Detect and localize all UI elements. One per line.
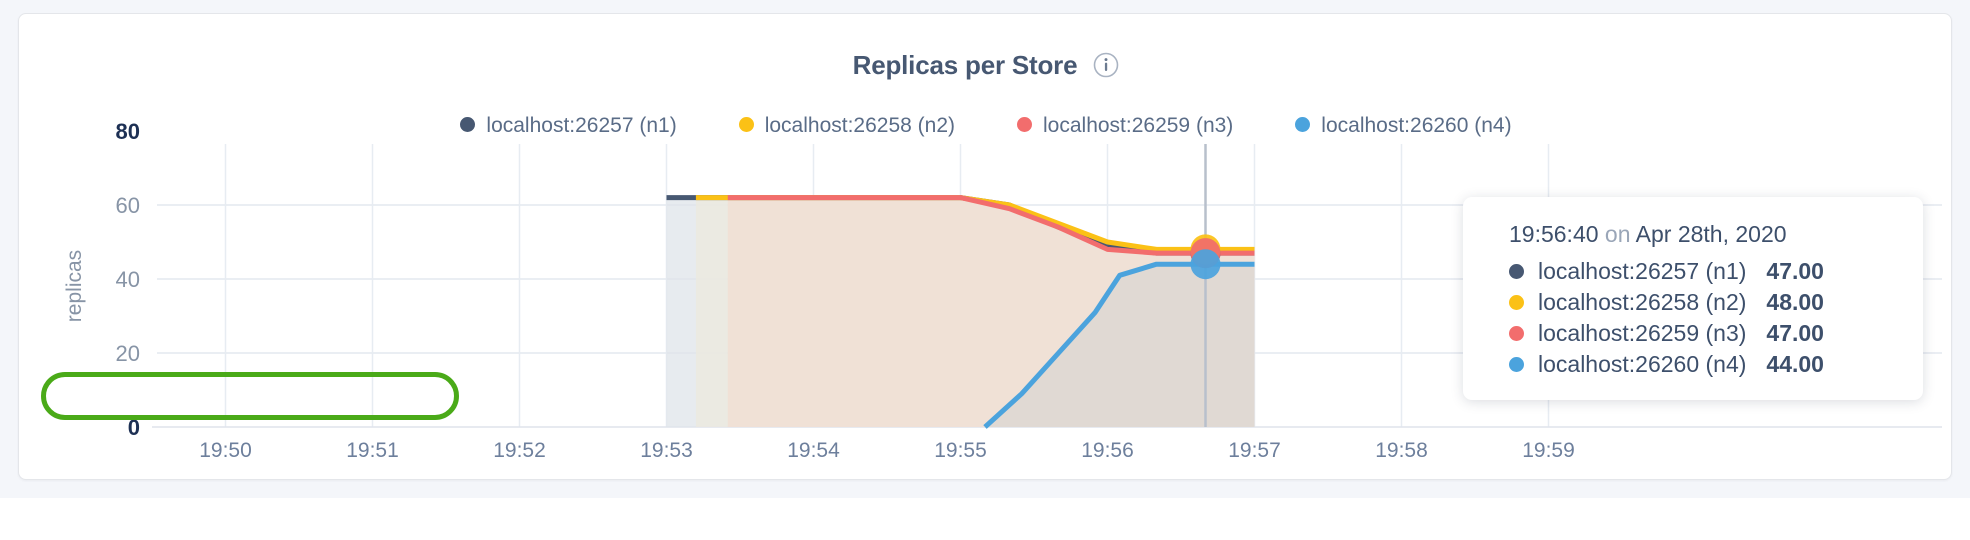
series-line xyxy=(695,195,1255,252)
tooltip-series-label: localhost:26257 (n1) xyxy=(1538,258,1747,284)
tooltip-series-label: localhost:26260 (n4) xyxy=(1538,351,1747,377)
tooltip-series-value: 44.00 xyxy=(1766,351,1824,377)
series-line xyxy=(983,261,1255,429)
legend-item-label: localhost:26260 (n4) xyxy=(1321,114,1512,137)
x-axis-tick-label: 19:54 xyxy=(787,439,840,462)
hover-point-marker[interactable] xyxy=(1190,249,1221,280)
x-axis-tick-label: 19:56 xyxy=(1081,439,1134,462)
tooltip-time-value: 19:56:40 xyxy=(1509,221,1599,247)
chart-hover-markers xyxy=(1190,234,1221,280)
y-axis-tick-label: 60 xyxy=(116,193,140,218)
tooltip-series-value: 48.00 xyxy=(1766,289,1824,315)
chart-legend: localhost:26257 (n1) localhost:26258 (n2)… xyxy=(19,114,1953,138)
series-area xyxy=(727,197,1255,427)
legend-swatch-icon xyxy=(460,117,476,132)
x-axis-tick-label: 19:57 xyxy=(1228,439,1281,462)
hover-tooltip: 19:56:40 on Apr 28th, 2020 localhost:262… xyxy=(1463,197,1923,400)
y-axis-title: replicas xyxy=(63,250,86,322)
y-axis-tick-label: 40 xyxy=(116,267,140,292)
highlight-annotation-ellipse xyxy=(41,372,459,420)
tooltip-row: localhost:26258 (n2) 48.00 xyxy=(1463,287,1923,318)
y-axis-tick-label: 0 xyxy=(128,415,140,440)
legend-item[interactable]: localhost:26259 (n3) xyxy=(1017,114,1233,138)
chart-areas xyxy=(666,197,1255,427)
tooltip-series-value: 47.00 xyxy=(1766,258,1824,284)
legend-swatch-icon xyxy=(1295,117,1311,132)
x-axis-tick-label: 19:51 xyxy=(346,439,399,462)
tooltip-timestamp: 19:56:40 on Apr 28th, 2020 xyxy=(1463,215,1923,256)
tooltip-series-swatch-icon xyxy=(1509,295,1524,310)
chart-lines xyxy=(666,195,1255,429)
series-area xyxy=(985,264,1255,427)
hover-point-marker[interactable] xyxy=(1190,238,1221,269)
series-area xyxy=(695,197,1255,427)
tooltip-series-value: 47.00 xyxy=(1766,320,1824,346)
tooltip-row: localhost:26257 (n1) 47.00 xyxy=(1463,256,1923,287)
tooltip-row: localhost:26259 (n3) 47.00 xyxy=(1463,318,1923,349)
x-axis-tick-label: 19:55 xyxy=(934,439,987,462)
x-axis-labels: 19:50 19:51 19:52 19:53 19:54 19:55 19:56 19:57… xyxy=(199,439,1575,462)
series-area xyxy=(666,197,1255,427)
tooltip-series-swatch-icon xyxy=(1509,326,1524,341)
series-line xyxy=(727,195,1255,256)
hover-point-marker[interactable] xyxy=(1190,234,1221,265)
hover-point-marker[interactable] xyxy=(1190,238,1221,269)
page-title: Replicas per Store xyxy=(852,50,1078,80)
tooltip-series-label: localhost:26259 (n3) xyxy=(1538,320,1747,346)
tooltip-series-label: localhost:26258 (n2) xyxy=(1538,289,1747,315)
legend-item[interactable]: localhost:26257 (n1) xyxy=(460,114,677,138)
tooltip-series-swatch-icon xyxy=(1509,357,1524,372)
y-axis-tick-label: 20 xyxy=(116,341,140,366)
y-axis-title-label: replicas xyxy=(63,250,86,322)
x-axis-tick-label: 19:59 xyxy=(1522,439,1575,462)
legend-item-label: localhost:26258 (n2) xyxy=(764,114,955,137)
legend-item-label: localhost:26259 (n3) xyxy=(1043,114,1234,137)
tooltip-series-swatch-icon xyxy=(1509,264,1524,279)
series-line xyxy=(666,195,1255,256)
legend-item-label: localhost:26257 (n1) xyxy=(486,114,677,137)
chart-header: Replicas per Store xyxy=(19,52,1953,78)
x-axis-tick-label: 19:53 xyxy=(640,439,693,462)
x-axis-tick-label: 19:58 xyxy=(1375,439,1428,462)
legend-swatch-icon xyxy=(1017,117,1032,132)
x-axis-tick-label: 19:52 xyxy=(493,439,546,462)
tooltip-date-value: Apr 28th, 2020 xyxy=(1635,221,1787,247)
info-circle-icon[interactable] xyxy=(1093,52,1119,78)
tooltip-row-list: localhost:26257 (n1) 47.00 localhost:26258… xyxy=(1463,256,1923,380)
x-axis-tick-label: 19:50 xyxy=(199,439,252,462)
legend-swatch-icon xyxy=(738,117,754,132)
legend-item[interactable]: localhost:26258 (n2) xyxy=(738,114,955,138)
tooltip-row: localhost:26260 (n4) 44.00 xyxy=(1463,349,1923,380)
replicas-per-store-card: Replicas per Store localhost:26257 (n1) l… xyxy=(18,13,1952,480)
legend-item[interactable]: localhost:26260 (n4) xyxy=(1295,114,1512,138)
tooltip-on-word: on xyxy=(1604,221,1631,247)
